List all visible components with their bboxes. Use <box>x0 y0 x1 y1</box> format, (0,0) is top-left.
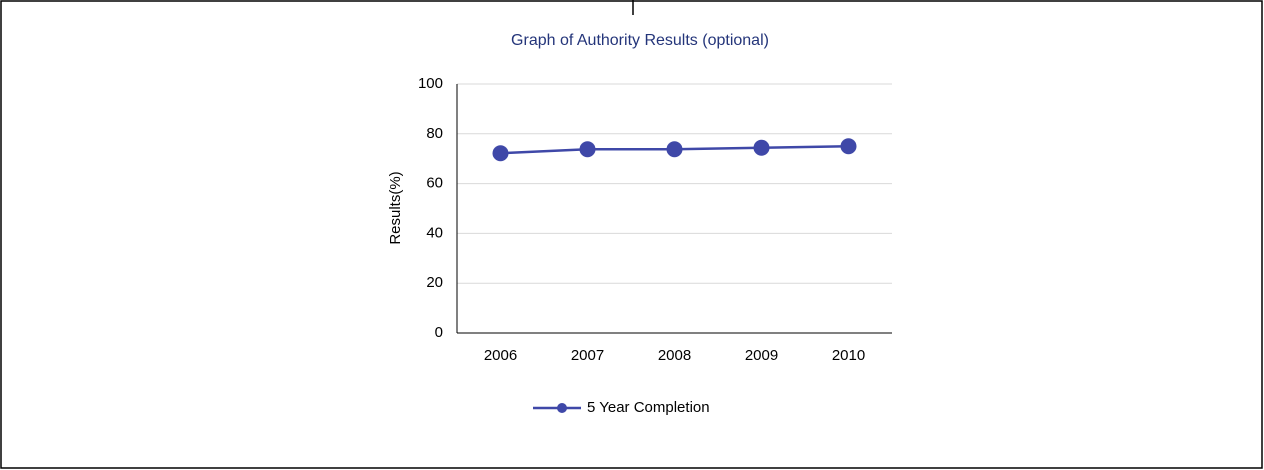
y-tick-label: 60 <box>426 175 443 192</box>
x-tick-label: 2006 <box>484 347 517 364</box>
data-point <box>666 141 683 158</box>
data-point <box>753 139 770 156</box>
y-tick-label: 80 <box>426 125 443 142</box>
chart-title: Graph of Authority Results (optional) <box>511 32 769 49</box>
legend-label: 5 Year Completion <box>587 399 710 416</box>
x-tick-label: 2007 <box>571 347 604 364</box>
y-tick-label: 40 <box>426 224 443 241</box>
x-tick-label: 2010 <box>832 347 865 364</box>
legend-marker <box>557 403 567 413</box>
data-point <box>840 138 857 155</box>
data-point <box>492 145 509 162</box>
data-point <box>579 141 596 158</box>
x-tick-label: 2008 <box>658 347 691 364</box>
x-tick-label: 2009 <box>745 347 778 364</box>
y-axis-label: Results(%) <box>387 171 404 244</box>
y-tick-label: 20 <box>426 274 443 291</box>
y-tick-label: 0 <box>435 324 443 341</box>
y-tick-label: 100 <box>418 75 443 92</box>
